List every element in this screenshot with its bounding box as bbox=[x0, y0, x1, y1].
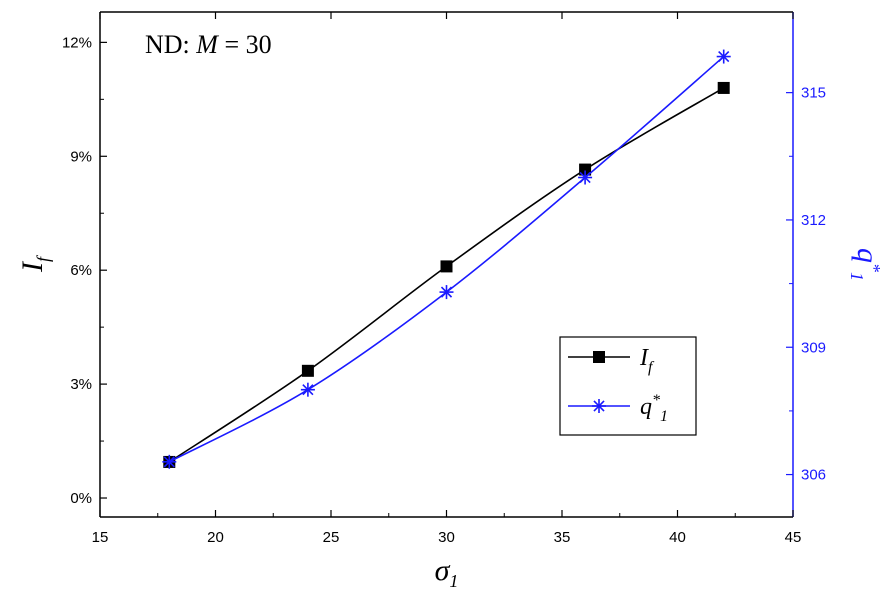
series-1-point bbox=[439, 285, 454, 300]
y-left-tick-label: 3% bbox=[70, 376, 92, 393]
legend-label-main: I bbox=[639, 345, 649, 371]
y-left-tick-label: 9% bbox=[70, 148, 92, 165]
x-tick-label: 25 bbox=[323, 529, 340, 546]
annotation-variable: M bbox=[195, 30, 219, 59]
series-1-point-stroke bbox=[163, 456, 175, 468]
legend-label-sub: f bbox=[648, 359, 655, 376]
y-left-axis-title-sub: f bbox=[33, 254, 53, 262]
series-0-point bbox=[301, 364, 314, 377]
x-axis-title: σ1 bbox=[435, 554, 459, 590]
x-tick-label: 45 bbox=[785, 529, 802, 546]
y-right-tick-label: 312 bbox=[801, 212, 826, 229]
series-1-point bbox=[162, 454, 177, 469]
series-1-point bbox=[300, 382, 315, 397]
y-right-axis-title-sub: 1 bbox=[847, 272, 867, 281]
x-tick-label: 30 bbox=[438, 529, 455, 546]
y-left-axis-title: If bbox=[16, 254, 53, 273]
legend-label-sup: * bbox=[652, 392, 660, 409]
x-tick-label: 15 bbox=[92, 529, 109, 546]
chart-annotation: ND: M = 30 bbox=[145, 30, 272, 59]
series-1-point-stroke bbox=[718, 50, 730, 63]
y-left-tick-label: 0% bbox=[70, 490, 92, 507]
series-0-point bbox=[579, 163, 592, 176]
x-tick-label: 35 bbox=[554, 529, 571, 546]
series-1-point bbox=[716, 49, 731, 64]
legend: If q*1 bbox=[559, 336, 697, 436]
x-tick-label: 20 bbox=[207, 529, 224, 546]
annotation-suffix: = 30 bbox=[218, 30, 272, 59]
series-0-point bbox=[717, 81, 730, 94]
y-right-axis-title-main: q bbox=[851, 248, 881, 263]
legend-marker-1 bbox=[592, 399, 606, 413]
legend-label-sub: 1 bbox=[660, 408, 668, 425]
series-1-point bbox=[578, 170, 593, 185]
y-right-tick-label: 315 bbox=[801, 85, 826, 102]
series-1-point-stroke bbox=[440, 286, 453, 298]
y-left-axis-title-main: I bbox=[16, 260, 49, 273]
series-0-point bbox=[440, 260, 453, 273]
series-1-point-stroke bbox=[302, 384, 314, 396]
legend-label-0: If bbox=[639, 345, 655, 376]
x-axis-title-sub: 1 bbox=[449, 571, 458, 590]
legend-marker-0 bbox=[593, 351, 605, 363]
legend-label-1: q*1 bbox=[640, 392, 668, 425]
x-tick-label: 40 bbox=[669, 529, 686, 546]
y-right-axis-title: q*1 bbox=[847, 248, 881, 281]
x-axis-title-main: σ bbox=[435, 554, 451, 587]
legend-box bbox=[559, 336, 697, 436]
y-right-tick-label: 306 bbox=[801, 467, 826, 484]
annotation-prefix: ND: bbox=[145, 30, 196, 59]
y-left-tick-label: 6% bbox=[70, 262, 92, 279]
y-right-tick-label: 309 bbox=[801, 339, 826, 356]
series-1-point-stroke bbox=[579, 171, 591, 184]
y-left-tick-label: 12% bbox=[62, 34, 92, 51]
y-right-axis-title-sup: * bbox=[864, 263, 881, 272]
legend-label-main: q bbox=[640, 394, 652, 420]
legend-marker-1-stroke bbox=[593, 400, 605, 412]
